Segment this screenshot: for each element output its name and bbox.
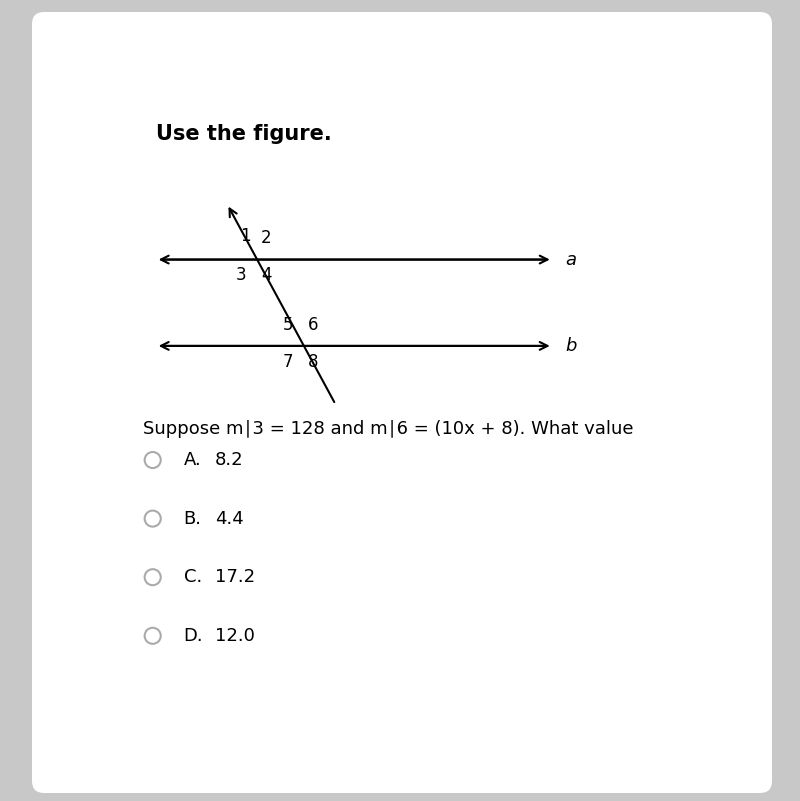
Text: D.: D.: [184, 627, 203, 645]
Text: 17.2: 17.2: [214, 568, 255, 586]
Text: b: b: [565, 337, 576, 355]
Text: 4: 4: [262, 267, 272, 284]
Text: 8.2: 8.2: [214, 451, 243, 469]
Text: 8: 8: [308, 352, 318, 371]
Text: 2: 2: [262, 229, 272, 248]
Text: Use the figure.: Use the figure.: [156, 124, 331, 144]
Text: B.: B.: [184, 509, 202, 528]
Text: 1: 1: [240, 227, 250, 244]
Text: a: a: [565, 251, 576, 268]
Text: 4.4: 4.4: [214, 509, 243, 528]
Text: A.: A.: [184, 451, 202, 469]
Text: 12.0: 12.0: [214, 627, 254, 645]
Text: C.: C.: [184, 568, 202, 586]
Text: Suppose m∣3 = 128 and m∣6 = (10x + 8). What value: Suppose m∣3 = 128 and m∣6 = (10x + 8). W…: [143, 420, 634, 438]
Text: 3: 3: [236, 267, 246, 284]
Text: 6: 6: [308, 316, 318, 334]
Text: 7: 7: [282, 352, 293, 371]
Text: 5: 5: [282, 316, 293, 334]
